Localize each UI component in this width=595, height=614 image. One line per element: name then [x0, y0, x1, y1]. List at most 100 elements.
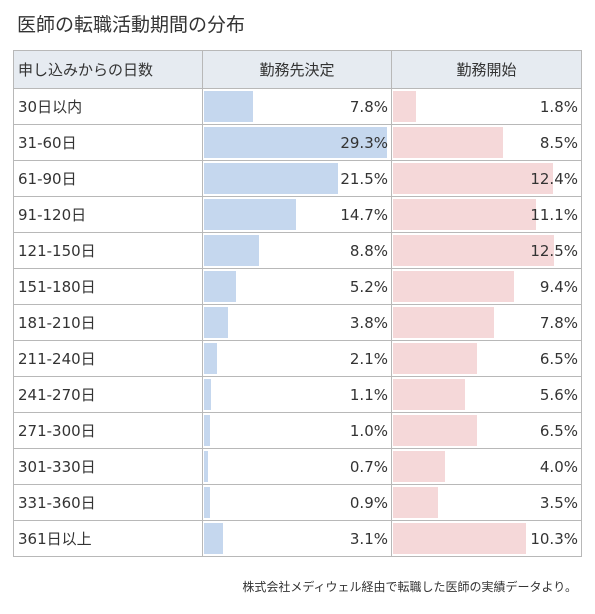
decision-bar: [204, 379, 211, 410]
start-cell: 11.1%: [391, 196, 582, 233]
decision-bar: [204, 91, 253, 122]
decision-value-label: 0.9%: [349, 493, 388, 512]
start-cell: 3.5%: [391, 484, 582, 521]
start-value-label: 12.5%: [530, 241, 578, 260]
row-label: 151-180日: [13, 268, 203, 305]
table-row: 151-180日 5.2% 9.4%: [13, 268, 582, 305]
decision-bar: [204, 127, 387, 158]
decision-bar: [204, 235, 259, 266]
start-value-label: 1.8%: [539, 97, 578, 116]
start-bar: [393, 379, 466, 410]
source-caption: 株式会社メディウェル経由で転職した医師の実績データより。: [242, 580, 577, 594]
decision-cell: 14.7%: [202, 196, 392, 233]
decision-cell: 7.8%: [202, 88, 392, 125]
decision-value-label: 14.7%: [340, 205, 388, 224]
decision-cell: 5.2%: [202, 268, 392, 305]
table-row: 361日以上 3.1% 10.3%: [13, 520, 582, 557]
decision-bar: [204, 343, 218, 374]
decision-value-label: 3.1%: [349, 529, 388, 548]
decision-value-label: 21.5%: [340, 169, 388, 188]
start-bar: [393, 163, 553, 194]
column-header-days: 申し込みからの日数: [13, 50, 203, 89]
start-cell: 7.8%: [391, 304, 582, 341]
start-cell: 5.6%: [391, 376, 582, 413]
decision-bar: [204, 163, 338, 194]
table-row: 211-240日 2.1% 6.5%: [13, 340, 582, 377]
start-value-label: 11.1%: [530, 205, 578, 224]
table-row: 301-330日 0.7% 4.0%: [13, 448, 582, 485]
row-label: 181-210日: [13, 304, 203, 341]
start-cell: 6.5%: [391, 340, 582, 377]
start-bar: [393, 451, 445, 482]
row-label: 361日以上: [13, 520, 203, 557]
decision-bar: [204, 523, 224, 554]
start-value-label: 12.4%: [530, 169, 578, 188]
decision-cell: 3.1%: [202, 520, 392, 557]
row-label: 271-300日: [13, 412, 203, 449]
start-bar: [393, 343, 477, 374]
start-bar: [393, 487, 439, 518]
start-bar: [393, 523, 526, 554]
row-label: 31-60日: [13, 124, 203, 161]
start-cell: 10.3%: [391, 520, 582, 557]
header-row: 申し込みからの日数 勤務先決定 勤務開始: [13, 50, 582, 89]
row-label: 30日以内: [13, 88, 203, 125]
start-cell: 1.8%: [391, 88, 582, 125]
start-cell: 9.4%: [391, 268, 582, 305]
decision-cell: 0.7%: [202, 448, 392, 485]
row-label: 121-150日: [13, 232, 203, 269]
decision-bar: [204, 415, 211, 446]
table-row: 30日以内 7.8% 1.8%: [13, 88, 582, 125]
decision-cell: 2.1%: [202, 340, 392, 377]
decision-cell: 29.3%: [202, 124, 392, 161]
table-row: 31-60日 29.3% 8.5%: [13, 124, 582, 161]
decision-cell: 1.1%: [202, 376, 392, 413]
chart-table: 申し込みからの日数 勤務先決定 勤務開始 30日以内 7.8% 1.8% 31-60日…: [13, 50, 582, 568]
table-row: 331-360日 0.9% 3.5%: [13, 484, 582, 521]
table-row: 271-300日 1.0% 6.5%: [13, 412, 582, 449]
decision-value-label: 3.8%: [349, 313, 388, 332]
start-bar: [393, 235, 555, 266]
table-row: 121-150日 8.8% 12.5%: [13, 232, 582, 269]
table-row: 61-90日 21.5% 12.4%: [13, 160, 582, 197]
table-row: 91-120日 14.7% 11.1%: [13, 196, 582, 233]
table-row: 241-270日 1.1% 5.6%: [13, 376, 582, 413]
row-label: 61-90日: [13, 160, 203, 197]
decision-bar: [204, 451, 209, 482]
start-cell: 8.5%: [391, 124, 582, 161]
start-value-label: 6.5%: [539, 349, 578, 368]
decision-cell: 1.0%: [202, 412, 392, 449]
start-cell: 12.5%: [391, 232, 582, 269]
start-value-label: 4.0%: [539, 457, 578, 476]
decision-value-label: 1.1%: [349, 385, 388, 404]
row-label: 331-360日: [13, 484, 203, 521]
column-header-decision: 勤務先決定: [202, 50, 392, 89]
start-value-label: 7.8%: [539, 313, 578, 332]
start-cell: 12.4%: [391, 160, 582, 197]
start-bar: [393, 415, 477, 446]
start-cell: 6.5%: [391, 412, 582, 449]
decision-cell: 0.9%: [202, 484, 392, 521]
decision-bar: [204, 307, 228, 338]
start-value-label: 3.5%: [539, 493, 578, 512]
decision-bar: [204, 199, 296, 230]
row-label: 241-270日: [13, 376, 203, 413]
column-header-start: 勤務開始: [391, 50, 582, 89]
decision-bar: [204, 487, 210, 518]
start-bar: [393, 307, 494, 338]
start-bar: [393, 199, 537, 230]
decision-cell: 21.5%: [202, 160, 392, 197]
row-label: 211-240日: [13, 340, 203, 377]
decision-value-label: 5.2%: [349, 277, 388, 296]
decision-value-label: 29.3%: [340, 133, 388, 152]
decision-value-label: 1.0%: [349, 421, 388, 440]
decision-value-label: 8.8%: [349, 241, 388, 260]
decision-cell: 8.8%: [202, 232, 392, 269]
start-cell: 4.0%: [391, 448, 582, 485]
decision-value-label: 2.1%: [349, 349, 388, 368]
start-value-label: 6.5%: [539, 421, 578, 440]
chart-title: 医師の転職活動期間の分布: [17, 14, 246, 36]
decision-bar: [204, 271, 237, 302]
start-value-label: 9.4%: [539, 277, 578, 296]
row-label: 91-120日: [13, 196, 203, 233]
